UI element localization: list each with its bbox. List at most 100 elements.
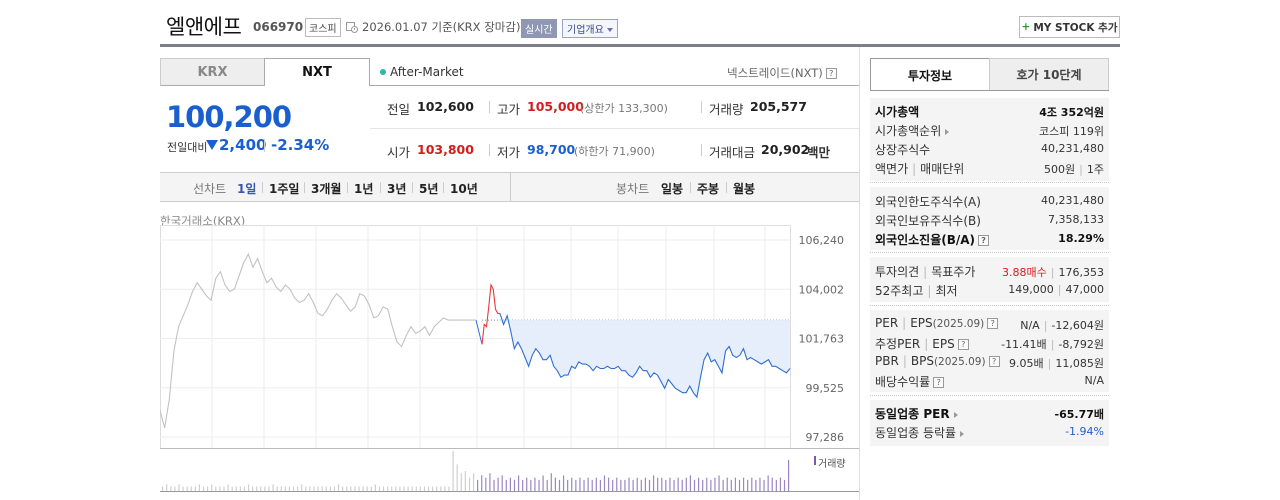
price-chart[interactable]: 106,240 104,002 101,763 99,525 97,286 bbox=[160, 225, 859, 500]
period-3m[interactable]: 3개월 bbox=[311, 182, 342, 196]
period-10y[interactable]: 10년 bbox=[450, 182, 478, 196]
volume-bar bbox=[689, 475, 692, 491]
volume-bar bbox=[612, 479, 614, 491]
market-cap-label: 시가총액 bbox=[875, 105, 920, 119]
help-icon[interactable]: ? bbox=[978, 235, 990, 246]
lower-limit: (하한가 71,900) bbox=[574, 145, 655, 158]
volume-bar bbox=[264, 486, 266, 491]
est-eps-amount: -8,792원 bbox=[1058, 338, 1104, 351]
volume-bar bbox=[239, 486, 241, 491]
help-icon[interactable]: ? bbox=[987, 318, 999, 329]
est-per-value: -11.41배 | -8,792원 bbox=[1001, 338, 1104, 351]
foreign-rate-value: 18.29% bbox=[1058, 232, 1104, 245]
week52-high-label: 52주최고 bbox=[875, 284, 924, 298]
price-series-line-1 bbox=[160, 252, 476, 429]
help-icon[interactable]: ? bbox=[957, 339, 969, 350]
opinion-row: 투자의견 | 목표주가 bbox=[875, 265, 976, 279]
eps-amount: -12,604원 bbox=[1051, 319, 1104, 332]
volume-bar bbox=[734, 477, 737, 491]
volume-bar bbox=[174, 486, 176, 491]
est-eps-label: EPS bbox=[932, 337, 955, 351]
volume-bar bbox=[337, 484, 340, 491]
volume-bar bbox=[354, 486, 356, 491]
header-divider bbox=[160, 44, 1120, 47]
period-1y[interactable]: 1년 bbox=[354, 182, 374, 196]
period-3y[interactable]: 3년 bbox=[387, 182, 407, 196]
foreign-rate-label: 외국인소진율(B/A) bbox=[875, 233, 976, 247]
volume-bar bbox=[702, 479, 704, 491]
help-icon[interactable]: ? bbox=[825, 68, 837, 79]
per-value: N/A | -12,604원 bbox=[1020, 319, 1104, 332]
market-cap-rank[interactable]: 시가총액순위 bbox=[875, 122, 950, 139]
plus-icon: + bbox=[1021, 21, 1031, 33]
volume-bar bbox=[162, 486, 164, 491]
volume-bar bbox=[607, 477, 610, 491]
volume-bar bbox=[644, 477, 646, 491]
volume-bar bbox=[260, 486, 262, 491]
volume-bar bbox=[325, 486, 327, 491]
tab-nxt[interactable]: NXT bbox=[264, 58, 370, 86]
volume-bar bbox=[706, 477, 708, 491]
section-divider bbox=[870, 305, 1109, 306]
realtime-button[interactable]: 실시간 bbox=[521, 19, 557, 38]
volume-bar bbox=[546, 479, 548, 491]
volume-bar bbox=[219, 486, 221, 491]
period-1w[interactable]: 1주일 bbox=[269, 182, 300, 196]
volume-bar bbox=[620, 479, 622, 491]
volume-bar bbox=[513, 479, 516, 491]
volume-bar bbox=[198, 484, 201, 491]
low-label: 저가 bbox=[497, 145, 521, 160]
volume-bar bbox=[423, 486, 426, 491]
pbr-label: PBR bbox=[875, 354, 899, 368]
my-stock-add-button[interactable]: + MY STOCK 추가 bbox=[1019, 16, 1120, 38]
exchange-label: 한국거래소(KRX) bbox=[160, 214, 246, 228]
volume-bar bbox=[268, 486, 270, 491]
candle-monthly[interactable]: 월봉 bbox=[733, 182, 756, 196]
sector-per[interactable]: 동일업종 PER bbox=[875, 405, 958, 422]
volume-bar bbox=[464, 471, 466, 491]
volume-bar bbox=[550, 473, 552, 491]
candle-weekly[interactable]: 주봉 bbox=[697, 182, 720, 196]
tab-invest-info[interactable]: 투자정보 bbox=[870, 58, 990, 91]
tab-order-book[interactable]: 호가 10단계 bbox=[989, 58, 1109, 91]
nextrade-info[interactable]: 넥스트레이드(NXT)? bbox=[727, 65, 837, 81]
period-bar bbox=[160, 172, 859, 202]
upper-limit: (상한가 133,300) bbox=[580, 102, 668, 115]
volume-bar bbox=[595, 477, 597, 491]
foreign-limit-label: 외국인한도주식수(A) bbox=[875, 195, 981, 209]
volume-bar bbox=[542, 475, 544, 491]
volume-bar bbox=[742, 477, 745, 491]
target-price: 176,353 bbox=[1058, 266, 1105, 279]
y-tick-label: 104,002 bbox=[799, 283, 845, 296]
period-5y[interactable]: 5년 bbox=[419, 182, 439, 196]
quote-divider bbox=[489, 144, 490, 156]
sector-rate[interactable]: 동일업종 등락률 bbox=[875, 424, 965, 441]
volume-bar bbox=[632, 479, 634, 491]
volume-bar bbox=[432, 486, 434, 491]
help-icon[interactable]: ? bbox=[988, 356, 1000, 367]
volume-bar bbox=[579, 477, 581, 491]
shares-value: 40,231,480 bbox=[1041, 142, 1104, 155]
volume-bar bbox=[571, 477, 573, 491]
open-label: 시가 bbox=[387, 145, 411, 160]
foreign-hold-label: 외국인보유주식수(B) bbox=[875, 214, 981, 228]
dividend-row: 배당수익률? bbox=[875, 373, 945, 390]
pbr-value: 9.05배 | 11,085원 bbox=[1009, 357, 1104, 370]
pbr-amount: 9.05배 bbox=[1009, 357, 1044, 370]
help-icon[interactable]: ? bbox=[933, 377, 945, 388]
trade-unit-amount: 1주 bbox=[1086, 163, 1104, 176]
company-overview-dropdown[interactable]: 기업개요 bbox=[562, 19, 618, 38]
volume-bar bbox=[567, 479, 569, 491]
candle-daily[interactable]: 일봉 bbox=[661, 182, 684, 196]
volume-bar bbox=[182, 486, 184, 491]
volume-bar bbox=[170, 486, 172, 491]
tab-krx[interactable]: KRX bbox=[160, 58, 265, 86]
volume-bar bbox=[501, 475, 503, 491]
arrow-right-icon bbox=[945, 128, 950, 135]
period-1d[interactable]: 1일 bbox=[237, 182, 257, 196]
company-overview-label: 기업개요 bbox=[567, 25, 604, 36]
opinion-score: 3.88매수 bbox=[1002, 266, 1047, 279]
period-divider bbox=[690, 182, 691, 193]
series-connector bbox=[475, 319, 483, 345]
volume-bar bbox=[738, 479, 741, 491]
